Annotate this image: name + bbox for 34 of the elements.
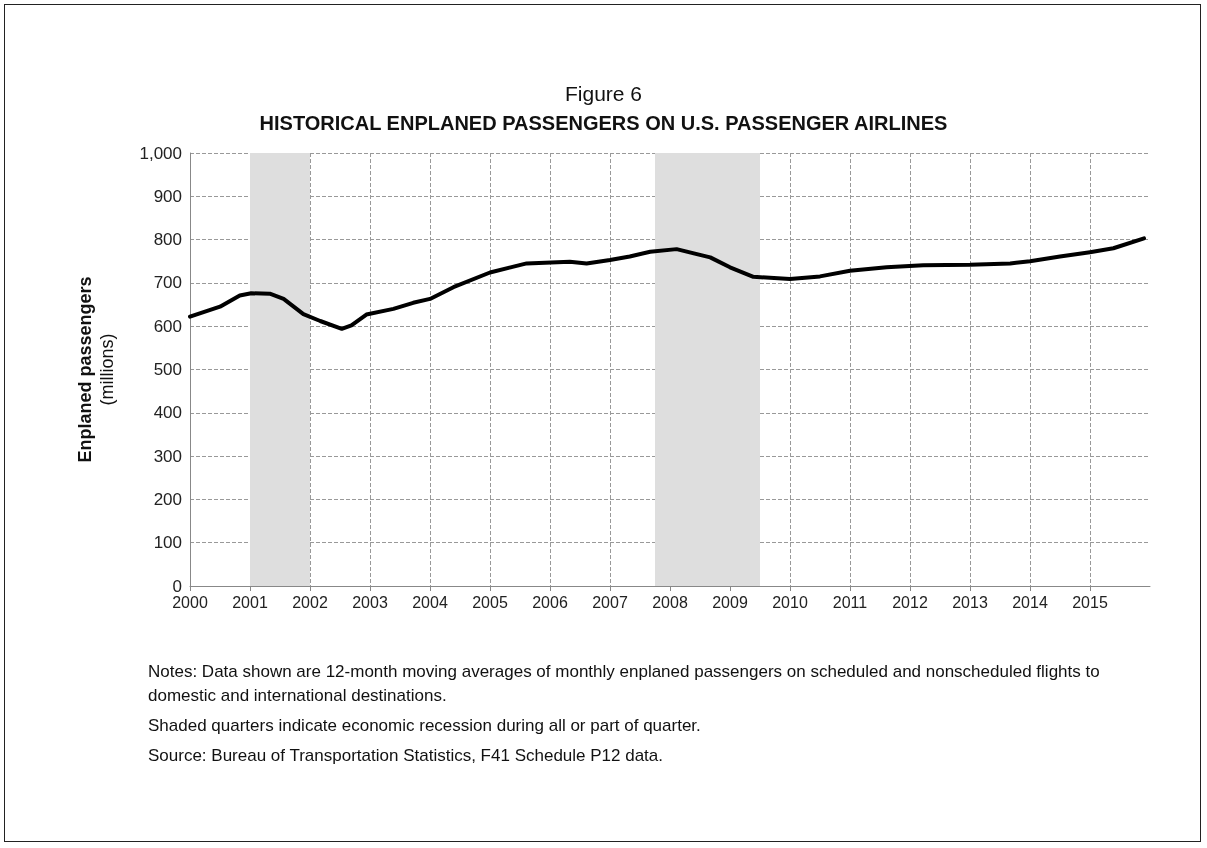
x-tick-label: 2008 <box>652 593 688 611</box>
y-tick-label: 1,000 <box>139 143 182 163</box>
text: Notes: Data shown are 12-month moving averages of monthly enplaned passengers on scheduled and nonscheduled flights to domestic and international destinations. <box>147 661 1101 707</box>
x-tick-label: 2004 <box>412 593 448 611</box>
y-tick-label: 700 <box>153 273 182 293</box>
source-note: Source: Bureau of Transportation Statistics, F41 Schedule P12 data. <box>147 745 665 767</box>
y-axis-title: Enplaned passengers (millions) <box>75 276 117 463</box>
x-tick-label: 2014 <box>1012 593 1048 611</box>
x-tick-label: 2003 <box>352 593 388 611</box>
x-tick-label: 2002 <box>292 593 328 611</box>
y-tick-label: 300 <box>153 446 182 466</box>
y-tick-label: 500 <box>153 360 182 379</box>
y-tick-label: 200 <box>153 489 182 509</box>
x-tick-label: 2005 <box>472 593 508 611</box>
x-tick-label: 2001 <box>232 593 268 611</box>
x-tick-label: 2000 <box>172 593 208 611</box>
x-tick-label: 2009 <box>712 593 748 611</box>
chart-subtitle: HISTORICAL ENPLANED PASSENGERS ON U.S. PASSENGER AIRLINES <box>259 112 948 134</box>
x-tick-label: 2013 <box>952 593 988 611</box>
chart-title: Figure 6 <box>564 82 643 105</box>
x-tick-label: 2011 <box>832 593 868 611</box>
x-tick-label: 2015 <box>1072 593 1108 611</box>
y-tick-label: 600 <box>153 316 182 336</box>
x-tick-label: 2012 <box>892 593 928 611</box>
x-tick-label: 2007 <box>592 593 628 611</box>
y-tick-label: 900 <box>153 186 182 206</box>
x-tick-label: 2010 <box>772 593 808 611</box>
line-series <box>188 236 1146 331</box>
y-tick-label: 0 <box>172 576 182 596</box>
text: Shaded quarters indicate economic recession during all or part of quarter. <box>147 715 702 737</box>
y-tick-label: 100 <box>153 533 182 553</box>
x-tick-label: 2006 <box>532 593 568 611</box>
y-tick-label: 400 <box>153 403 182 423</box>
y-tick-label: 800 <box>153 230 182 250</box>
